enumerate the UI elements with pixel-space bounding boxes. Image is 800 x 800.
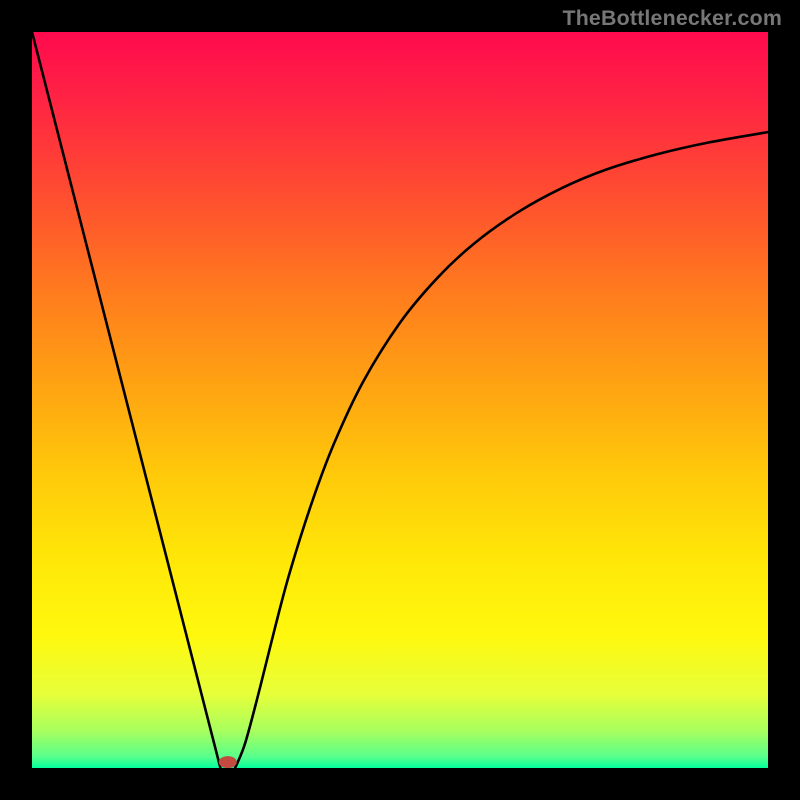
watermark-text: TheBottlenecker.com bbox=[562, 6, 782, 31]
bottleneck-chart bbox=[32, 32, 768, 768]
chart-frame: TheBottlenecker.com bbox=[0, 0, 800, 800]
plot-area bbox=[32, 32, 768, 768]
minimum-marker bbox=[219, 756, 237, 768]
gradient-background bbox=[32, 32, 768, 768]
